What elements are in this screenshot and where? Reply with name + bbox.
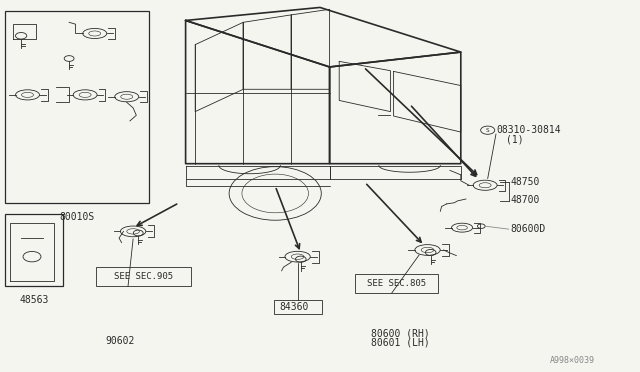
Text: 80601 (LH): 80601 (LH) xyxy=(371,337,430,347)
Text: 48700: 48700 xyxy=(511,195,540,205)
Text: SEE SEC.905: SEE SEC.905 xyxy=(114,272,173,281)
Text: 08310-30814: 08310-30814 xyxy=(496,125,561,135)
Text: 48563: 48563 xyxy=(19,295,49,305)
Text: A998×0039: A998×0039 xyxy=(550,356,595,365)
Text: 80600 (RH): 80600 (RH) xyxy=(371,328,430,338)
Text: 84360: 84360 xyxy=(280,302,309,312)
Text: 80010S: 80010S xyxy=(60,212,95,222)
Bar xyxy=(5,214,63,286)
Bar xyxy=(96,267,191,286)
Bar xyxy=(355,274,438,293)
Text: S: S xyxy=(486,128,490,133)
Text: 80600D: 80600D xyxy=(511,224,546,234)
Text: SEE SEC.805: SEE SEC.805 xyxy=(367,279,426,288)
Text: 90602: 90602 xyxy=(106,336,135,346)
Bar xyxy=(5,11,149,203)
Text: (1): (1) xyxy=(506,135,524,145)
Text: 48750: 48750 xyxy=(511,177,540,187)
Bar xyxy=(274,300,322,314)
